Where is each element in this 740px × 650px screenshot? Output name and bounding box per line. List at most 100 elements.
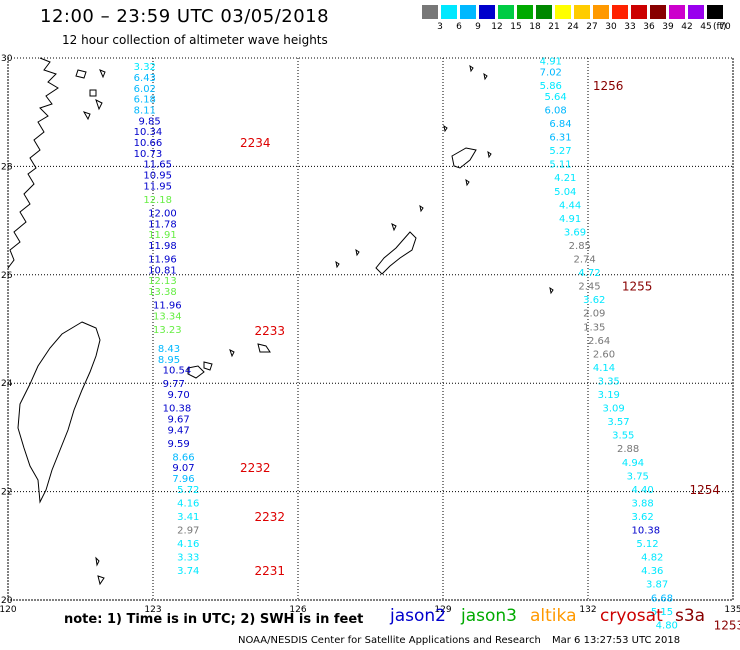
zhoushan-islands xyxy=(75,69,106,121)
legend-label: 27 xyxy=(586,22,598,32)
lon-tick-label: 132 xyxy=(579,605,596,615)
wave-height-label: 4.94 xyxy=(622,458,644,469)
wave-height-label: 10.38 xyxy=(163,404,192,415)
wave-height-label: 6.08 xyxy=(545,105,567,116)
legend-swatch xyxy=(498,5,514,19)
coastlines xyxy=(7,57,554,586)
legend-s3a: s3a xyxy=(675,606,706,626)
wave-height-label: 3.62 xyxy=(632,512,654,523)
altimeter-tracks: 3.326.436.026.188.119.8510.3410.6610.731… xyxy=(134,57,678,632)
wave-height-label: 9.07 xyxy=(172,463,194,474)
wave-height-label: 3.55 xyxy=(612,431,634,442)
wave-height-label: 3.41 xyxy=(177,512,199,523)
wave-height-label: 6.02 xyxy=(134,84,156,95)
wave-height-label: 9.59 xyxy=(168,439,190,450)
lon-tick-label: 135 xyxy=(724,605,740,615)
wave-height-label: 2.64 xyxy=(588,336,610,347)
wave-height-label: 3.88 xyxy=(632,498,654,509)
wave-height-label: 5.27 xyxy=(549,146,571,157)
wave-height-label: 5.64 xyxy=(545,92,567,103)
wave-height-label: 7.96 xyxy=(172,474,194,485)
legend-swatch xyxy=(479,5,495,19)
legend-label: 9 xyxy=(475,22,481,32)
legend-swatch xyxy=(593,5,609,19)
wave-height-label: 3.09 xyxy=(603,404,625,415)
wave-height-label: 4.36 xyxy=(641,566,663,577)
wave-height-label: 4.80 xyxy=(656,620,678,631)
wave-height-label: 3.62 xyxy=(583,295,605,306)
wave-height-label: 8.95 xyxy=(158,355,180,366)
legend-label: 3 xyxy=(437,22,443,32)
wave-height-label: 4.40 xyxy=(632,485,654,496)
lat-tick-label: 24 xyxy=(1,379,13,389)
wave-height-label: 4.16 xyxy=(177,498,199,509)
legend-swatch xyxy=(707,5,723,19)
wave-height-label: 3.57 xyxy=(607,417,629,428)
pass-time-label: 1255 xyxy=(622,280,653,294)
legend-swatch xyxy=(460,5,476,19)
wave-height-label: 2.85 xyxy=(569,241,591,252)
wave-height-label: 7.02 xyxy=(540,68,562,79)
wave-height-label: 5.12 xyxy=(636,539,658,550)
pass-time-label: 2232 xyxy=(255,510,286,524)
wave-height-label: 3.32 xyxy=(134,62,156,73)
wave-height-label: 10.38 xyxy=(632,526,661,537)
legend-swatch xyxy=(517,5,533,19)
lat-tick-label: 28 xyxy=(1,162,13,172)
wave-height-label: 5.86 xyxy=(540,81,562,92)
legend-swatch xyxy=(441,5,457,19)
wave-height-label: 2.60 xyxy=(593,349,615,360)
wave-height-label: 11.91 xyxy=(148,230,177,241)
wave-height-label: 13.38 xyxy=(148,287,177,298)
wave-height-label: 3.87 xyxy=(646,580,668,591)
wave-height-label: 6.31 xyxy=(549,133,571,144)
lon-tick-label: 120 xyxy=(0,605,17,615)
wave-height-label: 5.04 xyxy=(554,187,576,198)
legend-swatch xyxy=(574,5,590,19)
legend-swatch xyxy=(669,5,685,19)
wave-height-label: 8.43 xyxy=(158,344,180,355)
wave-height-label: 9.85 xyxy=(139,116,161,127)
wave-height-label: 2.09 xyxy=(583,309,605,320)
pass-time-label: 1254 xyxy=(690,483,721,497)
wave-height-label: 12.00 xyxy=(148,208,177,219)
lat-tick-label: 20 xyxy=(1,596,13,606)
legend-label: 70 xyxy=(719,22,731,32)
wave-height-label: 4.72 xyxy=(578,268,600,279)
legend-label: 15 xyxy=(510,22,522,32)
legend-swatch xyxy=(536,5,552,19)
wave-height-label: 4.91 xyxy=(540,57,562,68)
wave-height-label: 9.77 xyxy=(163,379,185,390)
amami-coastline xyxy=(451,147,477,169)
legend-label: 45 xyxy=(700,22,712,32)
lon-tick-label: 123 xyxy=(144,605,161,615)
wave-height-label: 2.97 xyxy=(177,526,199,537)
pass-time-label: 2231 xyxy=(255,564,286,578)
wave-height-label: 10.66 xyxy=(134,138,163,149)
wave-height-label: 5.15 xyxy=(651,607,673,618)
lat-tick-label: 26 xyxy=(1,271,13,281)
wave-height-label: 4.16 xyxy=(177,539,199,550)
small-islands-north xyxy=(335,64,554,295)
pass-time-label: 2232 xyxy=(240,461,271,475)
wave-height-label: 3.75 xyxy=(627,471,649,482)
legend-cryosat: cryosat xyxy=(600,606,663,626)
wave-height-label: 4.91 xyxy=(559,214,581,225)
wave-height-label: 11.78 xyxy=(148,219,177,230)
wave-height-label: 3.19 xyxy=(598,390,620,401)
wave-height-label: 13.34 xyxy=(153,311,182,322)
pass-time-label: 1256 xyxy=(593,79,624,93)
wave-height-label: 10.73 xyxy=(134,149,163,160)
wave-height-label: 12.18 xyxy=(143,195,172,206)
wave-height-label: 4.14 xyxy=(593,363,615,374)
wave-height-label: 12.13 xyxy=(148,276,177,287)
map-subtitle: 12 hour collection of altimeter wave hei… xyxy=(62,33,328,47)
axis-tick-labels: 120 123 126 129 132 135 30 28 26 24 22 20 xyxy=(0,54,740,615)
wave-height-label: 11.96 xyxy=(148,255,177,266)
pass-times: 2234 2233 2232 2232 2231 1256 1255 1254 1253 xyxy=(240,79,740,632)
wave-height-label: 3.69 xyxy=(564,227,586,238)
wave-height-label: 1.35 xyxy=(583,322,605,333)
wave-height-label: 5.11 xyxy=(549,160,571,171)
legend-swatch xyxy=(612,5,628,19)
